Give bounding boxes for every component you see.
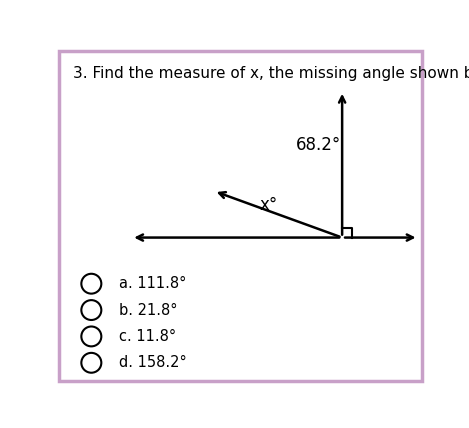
Text: d. 158.2°: d. 158.2° xyxy=(119,355,186,370)
Text: 3. Find the measure of x, the missing angle shown below.: 3. Find the measure of x, the missing an… xyxy=(73,66,469,81)
Text: c. 11.8°: c. 11.8° xyxy=(119,329,176,344)
Text: b. 21.8°: b. 21.8° xyxy=(119,303,177,318)
Text: 68.2°: 68.2° xyxy=(296,136,341,154)
Text: a. 111.8°: a. 111.8° xyxy=(119,276,186,291)
Text: x°: x° xyxy=(259,196,277,214)
